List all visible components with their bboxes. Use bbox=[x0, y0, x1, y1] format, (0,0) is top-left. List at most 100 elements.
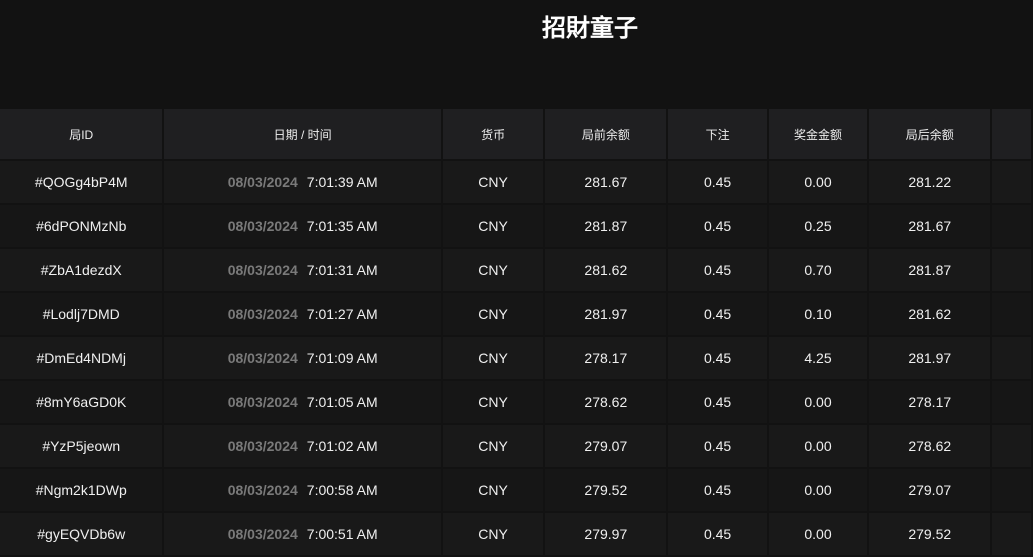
time: 7:01:02 AM bbox=[306, 438, 378, 454]
balance-before: 281.67 bbox=[545, 161, 667, 203]
datetime-cell: 08/03/2024 7:01:02 AM bbox=[164, 425, 441, 467]
table-row[interactable]: #Lodlj7DMD 08/03/2024 7:01:27 AM CNY 281.… bbox=[0, 293, 1031, 335]
datetime-cell: 08/03/2024 7:01:39 AM bbox=[164, 161, 441, 203]
datetime-cell: 08/03/2024 7:01:31 AM bbox=[164, 249, 441, 291]
balance-after: 281.87 bbox=[869, 249, 991, 291]
table-row[interactable]: #gyEQVDb6w 08/03/2024 7:00:51 AM CNY 279.… bbox=[0, 513, 1031, 555]
win: 4.25 bbox=[768, 337, 868, 379]
table-row[interactable]: #8mY6aGD0K 08/03/2024 7:01:05 AM CNY 278.… bbox=[0, 381, 1031, 423]
win: 0.70 bbox=[768, 249, 868, 291]
win: 0.00 bbox=[768, 425, 868, 467]
win: 0.25 bbox=[768, 205, 868, 247]
time: 7:01:31 AM bbox=[306, 262, 378, 278]
col-datetime: 日期 / 时间 bbox=[164, 109, 441, 159]
time: 7:01:39 AM bbox=[306, 174, 378, 190]
currency: CNY bbox=[442, 205, 544, 247]
round-id[interactable]: #gyEQVDb6w bbox=[0, 513, 163, 555]
currency: CNY bbox=[442, 293, 544, 335]
date: 08/03/2024 bbox=[227, 526, 298, 542]
extra-cell bbox=[992, 205, 1031, 247]
date: 08/03/2024 bbox=[227, 174, 298, 190]
col-extra bbox=[992, 109, 1031, 159]
round-id[interactable]: #6dPONMzNb bbox=[0, 205, 163, 247]
date: 08/03/2024 bbox=[227, 482, 298, 498]
datetime-cell: 08/03/2024 7:00:58 AM bbox=[164, 469, 441, 511]
round-id[interactable]: #YzP5jeown bbox=[0, 425, 163, 467]
date: 08/03/2024 bbox=[227, 438, 298, 454]
currency: CNY bbox=[442, 425, 544, 467]
balance-before: 281.97 bbox=[545, 293, 667, 335]
balance-before: 279.52 bbox=[545, 469, 667, 511]
date: 08/03/2024 bbox=[227, 218, 298, 234]
extra-cell bbox=[992, 469, 1031, 511]
currency: CNY bbox=[442, 249, 544, 291]
col-win: 奖金金额 bbox=[768, 109, 868, 159]
bet: 0.45 bbox=[668, 513, 767, 555]
balance-after: 278.17 bbox=[869, 381, 991, 423]
extra-cell bbox=[992, 381, 1031, 423]
date: 08/03/2024 bbox=[227, 394, 298, 410]
game-history-table: 局ID 日期 / 时间 货币 局前余额 下注 奖金金额 局后余额 #QOGg4b… bbox=[0, 107, 1033, 557]
datetime-cell: 08/03/2024 7:01:35 AM bbox=[164, 205, 441, 247]
currency: CNY bbox=[442, 161, 544, 203]
time: 7:00:58 AM bbox=[306, 482, 378, 498]
balance-after: 279.07 bbox=[869, 469, 991, 511]
table-row[interactable]: #6dPONMzNb 08/03/2024 7:01:35 AM CNY 281.… bbox=[0, 205, 1031, 247]
table-row[interactable]: #ZbA1dezdX 08/03/2024 7:01:31 AM CNY 281.… bbox=[0, 249, 1031, 291]
bet: 0.45 bbox=[668, 161, 767, 203]
balance-after: 281.97 bbox=[869, 337, 991, 379]
round-id[interactable]: #8mY6aGD0K bbox=[0, 381, 163, 423]
bet: 0.45 bbox=[668, 293, 767, 335]
round-id[interactable]: #DmEd4NDMj bbox=[0, 337, 163, 379]
bet: 0.45 bbox=[668, 381, 767, 423]
round-id[interactable]: #ZbA1dezdX bbox=[0, 249, 163, 291]
time: 7:01:05 AM bbox=[306, 394, 378, 410]
datetime-cell: 08/03/2024 7:01:09 AM bbox=[164, 337, 441, 379]
balance-after: 281.67 bbox=[869, 205, 991, 247]
table-row[interactable]: #DmEd4NDMj 08/03/2024 7:01:09 AM CNY 278.… bbox=[0, 337, 1031, 379]
balance-after: 281.22 bbox=[869, 161, 991, 203]
currency: CNY bbox=[442, 513, 544, 555]
balance-before: 278.62 bbox=[545, 381, 667, 423]
currency: CNY bbox=[442, 337, 544, 379]
time: 7:01:35 AM bbox=[306, 218, 378, 234]
currency: CNY bbox=[442, 381, 544, 423]
bet: 0.45 bbox=[668, 205, 767, 247]
balance-before: 279.97 bbox=[545, 513, 667, 555]
col-bet: 下注 bbox=[668, 109, 767, 159]
balance-after: 281.62 bbox=[869, 293, 991, 335]
round-id[interactable]: #Lodlj7DMD bbox=[0, 293, 163, 335]
date: 08/03/2024 bbox=[227, 262, 298, 278]
balance-before: 279.07 bbox=[545, 425, 667, 467]
table-header: 局ID 日期 / 时间 货币 局前余额 下注 奖金金额 局后余额 bbox=[0, 109, 1031, 159]
extra-cell bbox=[992, 161, 1031, 203]
win: 0.00 bbox=[768, 381, 868, 423]
round-id[interactable]: #QOGg4bP4M bbox=[0, 161, 163, 203]
datetime-cell: 08/03/2024 7:01:05 AM bbox=[164, 381, 441, 423]
extra-cell bbox=[992, 337, 1031, 379]
bet: 0.45 bbox=[668, 425, 767, 467]
time: 7:01:09 AM bbox=[306, 350, 378, 366]
col-balance-before: 局前余额 bbox=[545, 109, 667, 159]
col-currency: 货币 bbox=[442, 109, 544, 159]
table-row[interactable]: #QOGg4bP4M 08/03/2024 7:01:39 AM CNY 281.… bbox=[0, 161, 1031, 203]
bet: 0.45 bbox=[668, 469, 767, 511]
round-id[interactable]: #Ngm2k1DWp bbox=[0, 469, 163, 511]
currency: CNY bbox=[442, 469, 544, 511]
table-row[interactable]: #YzP5jeown 08/03/2024 7:01:02 AM CNY 279.… bbox=[0, 425, 1031, 467]
date: 08/03/2024 bbox=[227, 306, 298, 322]
date: 08/03/2024 bbox=[227, 350, 298, 366]
bet: 0.45 bbox=[668, 337, 767, 379]
balance-after: 279.52 bbox=[869, 513, 991, 555]
datetime-cell: 08/03/2024 7:01:27 AM bbox=[164, 293, 441, 335]
page-title: 招財童子 bbox=[542, 15, 638, 42]
win: 0.00 bbox=[768, 469, 868, 511]
balance-before: 281.62 bbox=[545, 249, 667, 291]
balance-before: 281.87 bbox=[545, 205, 667, 247]
extra-cell bbox=[992, 249, 1031, 291]
table-row[interactable]: #Ngm2k1DWp 08/03/2024 7:00:58 AM CNY 279.… bbox=[0, 469, 1031, 511]
balance-after: 278.62 bbox=[869, 425, 991, 467]
extra-cell bbox=[992, 293, 1031, 335]
col-round-id: 局ID bbox=[0, 109, 163, 159]
extra-cell bbox=[992, 513, 1031, 555]
